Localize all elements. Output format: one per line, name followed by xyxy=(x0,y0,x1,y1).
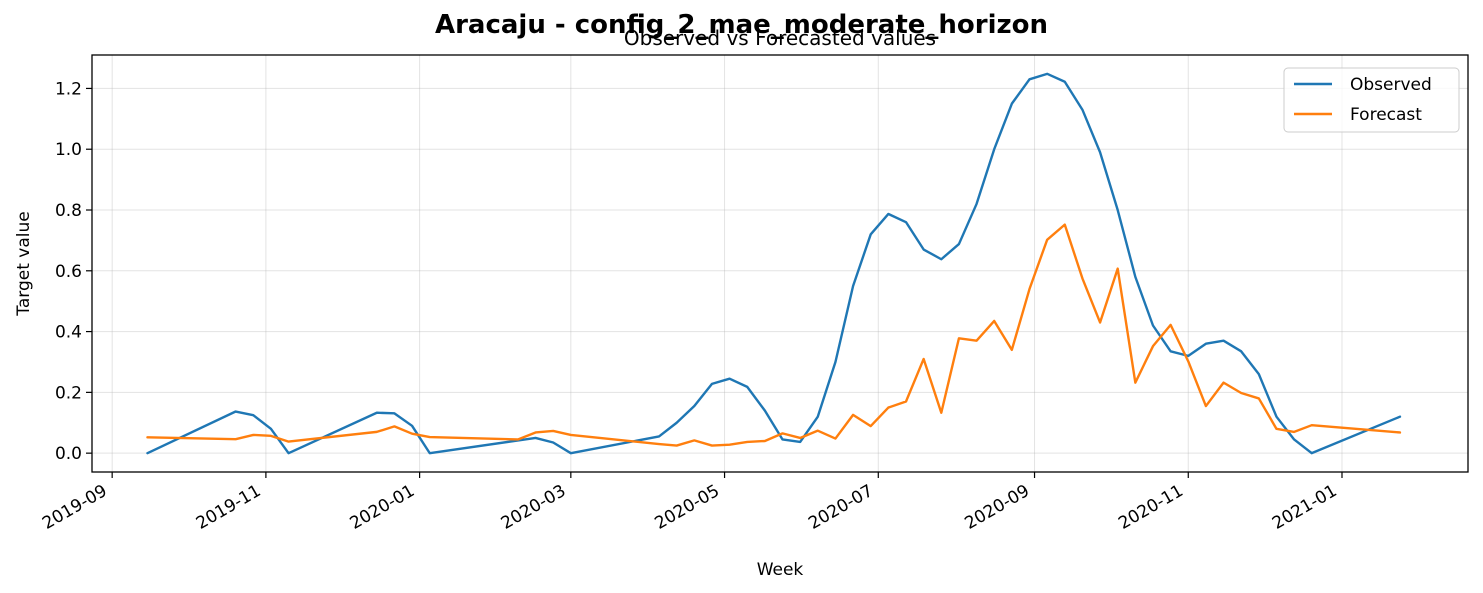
y-tick-label: 1.2 xyxy=(55,79,82,99)
legend-label-forecast: Forecast xyxy=(1350,105,1422,125)
x-tick-label: 2020-01 xyxy=(347,481,419,534)
x-axis-label: Week xyxy=(757,560,804,580)
x-tick-label: 2021-01 xyxy=(1269,481,1341,534)
x-tick-label: 2020-03 xyxy=(498,481,570,534)
x-tick-label: 2019-09 xyxy=(39,481,111,534)
x-tick-label: 2020-07 xyxy=(805,481,877,534)
x-tick-label: 2020-11 xyxy=(1115,481,1187,534)
y-tick-label: 0.8 xyxy=(55,201,82,221)
x-tick-label: 2019-11 xyxy=(193,481,265,534)
x-axis: 2019-09 2019-11 2020-01 2020-03 2020-05 2020-… xyxy=(39,472,1343,534)
y-tick-label: 1.0 xyxy=(55,140,82,160)
x-tick-label: 2020-05 xyxy=(652,481,724,534)
grid-lines xyxy=(92,55,1468,472)
figure-suptitle: Aracaju - config_2_mae_moderate_horizon xyxy=(434,10,1049,40)
y-tick-label: 0.2 xyxy=(55,383,82,403)
x-tick-label: 2020-09 xyxy=(962,481,1034,534)
axes-title: Observed vs Forecasted values xyxy=(624,26,936,50)
legend: Observed Forecast xyxy=(1283,67,1460,133)
y-tick-label: 0.6 xyxy=(55,262,82,282)
y-tick-label: 0.0 xyxy=(55,444,82,464)
y-axis: 0.0 0.2 0.4 0.6 0.8 1.0 1.2 xyxy=(55,79,92,464)
y-axis-label: Target value xyxy=(14,211,34,316)
series-line-forecast xyxy=(146,223,1402,447)
series-layer xyxy=(146,72,1402,455)
y-tick-label: 0.4 xyxy=(55,323,82,343)
series-line-observed xyxy=(146,72,1402,455)
legend-label-observed: Observed xyxy=(1350,75,1432,95)
axes-frame xyxy=(91,54,1469,473)
